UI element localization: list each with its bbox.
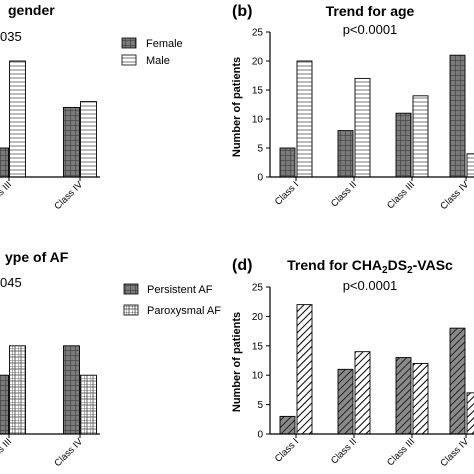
panel-b-y-axis-label: Number of patients — [231, 57, 243, 157]
bar-1-s1-c2 — [63, 106, 80, 178]
bar-3-s2-c1 — [9, 345, 26, 435]
panel-a-category-labels: lass III Class IV — [0, 177, 86, 212]
category-label-3-1: lass III — [0, 436, 14, 463]
panel-c: ype of AF 045 Persistent AF Paroxysmal A… — [0, 249, 221, 469]
legend-label-persistent-af: Persistent AF — [147, 284, 213, 296]
bar-4-s1-c2 — [337, 368, 354, 435]
category-label-1-1: lass III — [0, 179, 14, 206]
y-tick-label-2-1: 5 — [257, 144, 263, 155]
panel-c-title: ype of AF — [5, 249, 69, 265]
y-tick-label-4-1: 5 — [257, 400, 263, 411]
panel-b: (b) Trend for age p<0.0001 Number of pat… — [231, 3, 474, 212]
bar-4-s1-c4 — [449, 327, 466, 435]
legend-swatch-male — [121, 54, 137, 66]
bar-4-s1-c1 — [279, 415, 296, 435]
panel-d-title: Trend for CHA2DS2-VASc — [287, 257, 453, 276]
panel-d: (d) Trend for CHA2DS2-VASc p<0.0001 Numb… — [231, 257, 474, 469]
y-tick-label-4-2: 10 — [252, 371, 264, 382]
bar-2-s1-c3 — [395, 112, 412, 178]
category-label-4-4: Class IV — [438, 436, 471, 469]
bar-2-s1-c2 — [337, 130, 354, 178]
panel-b-letter: (b) — [232, 3, 252, 20]
panel-d-letter: (d) — [232, 257, 252, 274]
bar-3-s1-c1 — [0, 374, 9, 435]
category-label-4-1: Class I — [273, 436, 301, 464]
category-label-3-2: Class IV — [52, 436, 85, 469]
panel-a-pvalue: 035 — [0, 29, 22, 44]
legend-label-female: Female — [146, 38, 183, 50]
y-tick-label-2-5: 25 — [252, 28, 264, 39]
panel-a-bars — [0, 60, 97, 178]
category-label-2-3: Class III — [385, 179, 417, 211]
bar-3-s2-c2 — [80, 374, 97, 435]
category-label-1-2: Class IV — [52, 179, 85, 212]
panel-c-pvalue: 045 — [0, 275, 22, 290]
legend-swatch-female — [121, 37, 137, 49]
y-tick-label-4-5: 25 — [252, 283, 264, 294]
bar-4-s1-c3 — [395, 357, 412, 435]
bar-2-s2-c1 — [296, 60, 313, 178]
bar-2-s1-c4 — [449, 54, 466, 178]
bar-4-s2-c4 — [466, 392, 474, 435]
y-tick-label-2-2: 10 — [252, 115, 264, 126]
category-label-4-3: Class III — [385, 436, 417, 468]
bar-2-s2-c2 — [354, 77, 371, 178]
bar-4-s2-c2 — [354, 351, 371, 435]
panel-b-title: Trend for age — [326, 3, 415, 19]
category-label-2-4: Class IV — [438, 179, 471, 212]
legend-label-paroxysmal-af: Paroxysmal AF — [147, 305, 221, 317]
bar-3-s1-c2 — [63, 345, 80, 435]
y-tick-label-2-3: 15 — [252, 86, 264, 97]
panel-c-bars — [0, 345, 97, 435]
category-label-2-2: Class II — [329, 179, 359, 209]
legend-swatch-persistent-af — [123, 283, 139, 295]
bar-4-s2-c3 — [412, 362, 429, 435]
bar-1-s1-c1 — [0, 147, 9, 178]
legend-label-male: Male — [146, 55, 170, 67]
panel-a-title: gender — [8, 2, 55, 18]
panel-d-category-labels: Class I Class II Class III Class IV — [273, 434, 472, 469]
bar-2-s2-c4 — [466, 153, 474, 178]
y-tick-label-4-3: 15 — [252, 341, 264, 352]
y-tick-label-2-4: 20 — [252, 57, 264, 68]
y-tick-label-4-0: 0 — [257, 430, 263, 441]
panel-b-y-ticks: 0 5 10 15 20 25 — [252, 28, 270, 184]
panel-b-pvalue: p<0.0001 — [343, 22, 398, 37]
bar-4-s2-c1 — [296, 304, 313, 435]
legend-swatch-paroxysmal-af — [123, 304, 139, 316]
bar-2-s2-c3 — [412, 95, 429, 178]
panel-d-y-axis-label: Number of patients — [231, 312, 243, 412]
bar-2-s1-c1 — [279, 147, 296, 178]
panel-a: gender 035 Female Male lass III Class IV — [0, 2, 183, 212]
category-label-2-1: Class I — [273, 179, 301, 207]
category-label-4-2: Class II — [329, 436, 359, 466]
panel-b-bars — [279, 54, 474, 178]
panel-d-pvalue: p<0.0001 — [343, 278, 398, 293]
panel-c-category-labels: lass III Class IV — [0, 434, 86, 469]
bar-1-s2-c2 — [80, 101, 97, 178]
panel-d-y-ticks: 0 5 10 15 20 25 — [252, 283, 270, 441]
y-tick-label-2-0: 0 — [257, 173, 263, 184]
panel-b-category-labels: Class I Class II Class III Class IV — [273, 177, 472, 212]
panel-d-bars — [279, 304, 474, 435]
y-tick-label-4-4: 20 — [252, 312, 264, 323]
bar-1-s2-c1 — [9, 60, 26, 178]
